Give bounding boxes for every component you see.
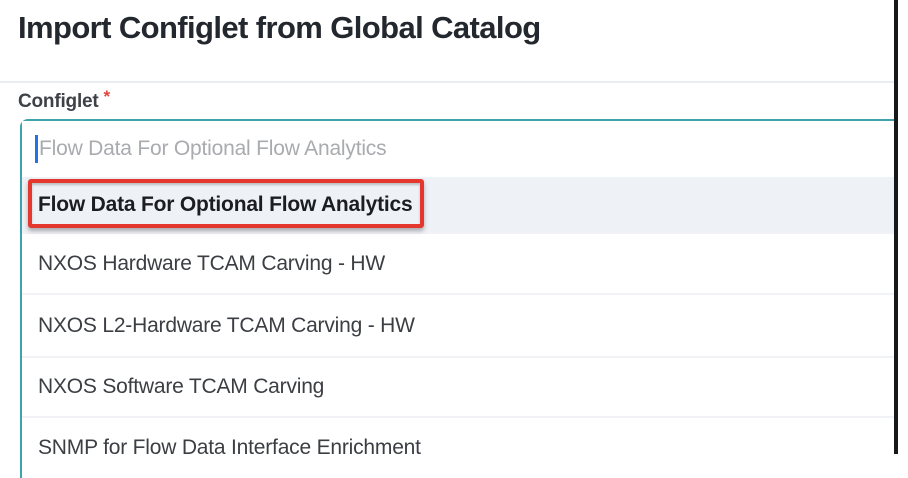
option-label: NXOS Software TCAM Carving — [38, 375, 325, 398]
option-label: NXOS L2-Hardware TCAM Carving - HW — [38, 313, 415, 337]
configlet-search-input[interactable]: Flow Data For Optional Flow Analytics — [22, 121, 898, 177]
screenshot-right-edge — [894, 0, 898, 454]
option-flow-data-for-optional-flow-analytics[interactable]: Flow Data For Optional Flow Analytics — [22, 177, 898, 232]
option-nxos-software-tcam-carving[interactable]: NXOS Software TCAM Carving — [22, 356, 898, 416]
option-snmp-for-flow-data-interface-enrichment[interactable]: SNMP for Flow Data Interface Enrichment — [22, 416, 898, 478]
configlet-field-label: Configlet * — [18, 87, 110, 113]
configlet-combobox[interactable]: Flow Data For Optional Flow Analytics Fl… — [20, 119, 898, 478]
option-label: Flow Data For Optional Flow Analytics — [38, 192, 413, 216]
header-divider — [0, 81, 898, 83]
option-nxos-hardware-tcam-carving-hw[interactable]: NXOS Hardware TCAM Carving - HW — [22, 232, 898, 293]
required-asterisk-icon: * — [103, 87, 111, 106]
page-title: Import Configlet from Global Catalog — [18, 10, 541, 45]
option-nxos-l2-hardware-tcam-carving-hw[interactable]: NXOS L2-Hardware TCAM Carving - HW — [22, 293, 898, 356]
option-label: NXOS Hardware TCAM Carving - HW — [38, 251, 385, 275]
field-label-text: Configlet — [18, 91, 99, 112]
text-cursor-caret-icon — [35, 135, 38, 163]
input-placeholder: Flow Data For Optional Flow Analytics — [39, 137, 387, 160]
option-label: SNMP for Flow Data Interface Enrichment — [38, 436, 421, 459]
